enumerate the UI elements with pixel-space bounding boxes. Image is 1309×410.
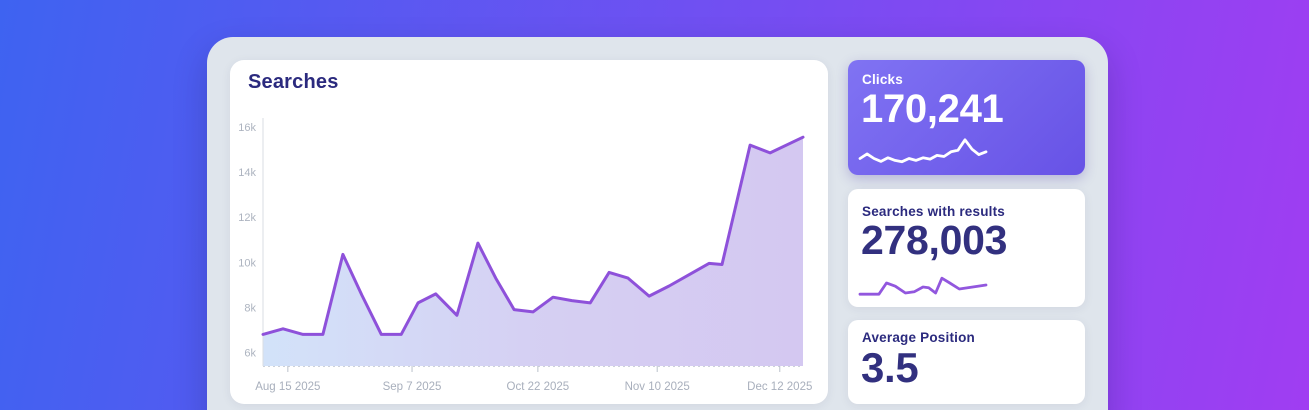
y-tick-label: 14k [238, 167, 256, 179]
searches-area-chart[interactable]: 6k 8k 10k 12k 14k 16k Aug 15 2025 Sep 7 2025 Oct… [230, 60, 828, 404]
clicks-value: 170,241 [861, 87, 1004, 131]
average-position-kpi-card[interactable]: Average Position 3.5 [848, 320, 1085, 404]
y-tick-label: 16k [238, 122, 256, 134]
chart-title: Searches [248, 71, 339, 93]
x-tick-label: Aug 15 2025 [255, 381, 320, 393]
area-fill [263, 137, 803, 366]
searches-with-results-sparkline [858, 276, 988, 296]
trend-line [261, 135, 805, 336]
sparkline-path [858, 276, 988, 296]
y-tick-label: 6k [244, 347, 256, 359]
y-tick-label: 8k [244, 302, 256, 314]
average-position-label: Average Position [862, 330, 975, 345]
searches-with-results-label: Searches with results [862, 204, 1006, 219]
x-tick-label: Oct 22 2025 [507, 381, 570, 393]
searches-chart-card: Searches 6k 8k 10k 12k 14k 16k Aug 15 2025 Sep … [230, 60, 828, 404]
y-tick-label: 12k [238, 212, 256, 224]
x-tick-label: Sep 7 2025 [383, 381, 442, 393]
sparkline-path [858, 138, 988, 164]
average-position-value: 3.5 [861, 344, 919, 391]
clicks-label: Clicks [862, 72, 903, 87]
searches-with-results-value: 278,003 [861, 217, 1008, 263]
x-tick-label: Nov 10 2025 [625, 381, 690, 393]
clicks-kpi-card[interactable]: Clicks 170,241 [848, 60, 1085, 175]
analytics-panel: Searches 6k 8k 10k 12k 14k 16k Aug 15 2025 Sep … [207, 37, 1108, 410]
x-tick-label: Dec 12 2025 [747, 381, 812, 393]
clicks-sparkline [858, 138, 988, 164]
searches-with-results-kpi-card[interactable]: Searches with results 278,003 [848, 189, 1085, 307]
y-tick-label: 10k [238, 257, 256, 269]
